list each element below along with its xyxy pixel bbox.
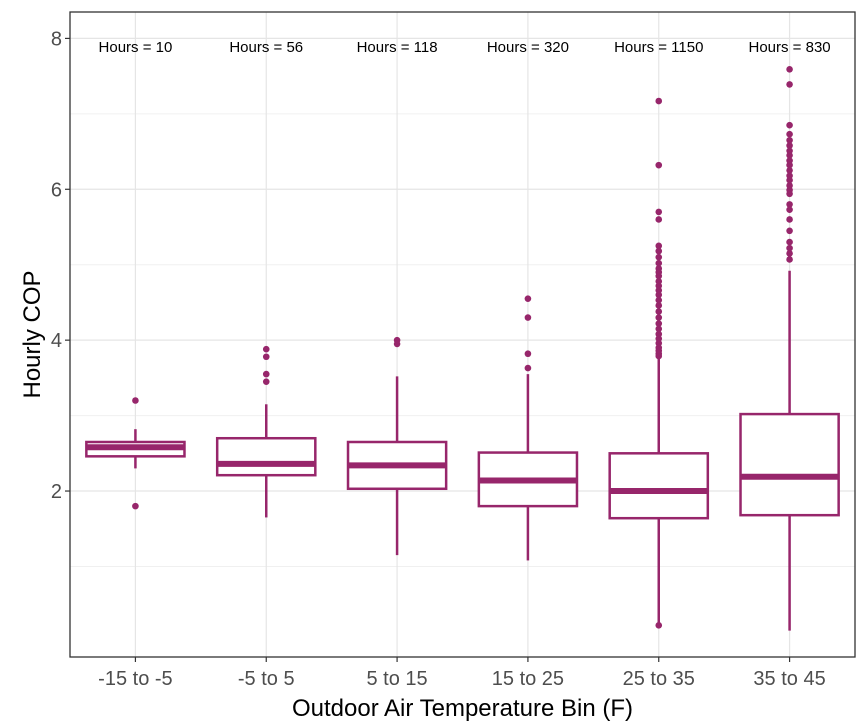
x-tick-label: 25 to 35 [623,668,695,690]
y-axis-title: Hourly COP [19,270,46,398]
grid-lines [70,12,855,657]
outlier-point [786,161,793,169]
outlier-point [655,161,663,169]
outlier-point [786,250,793,257]
outlier-point [655,325,663,333]
y-tick-label: 8 [51,28,62,50]
outlier-point [655,247,663,255]
outlier-point [524,350,532,358]
hours-annotation: Hours = 1150 [614,39,703,56]
box-group [477,295,579,561]
outlier-point [786,121,793,129]
outlier-point [524,314,532,321]
x-tick-label: 5 to 15 [366,668,427,690]
outlier-point [786,238,793,246]
outlier-point [655,320,663,327]
hours-annotation: Hours = 830 [749,39,831,56]
hour-annotations: Hours = 10 Hours = 56 Hours = 118 Hours = 3… [99,39,831,56]
outlier-point [786,172,793,180]
y-tick-label: 4 [51,330,62,352]
outlier-point [786,244,793,252]
outlier-point [655,253,663,261]
outlier-point [655,259,663,267]
outlier-point [262,378,270,385]
outlier-point [786,130,793,138]
y-tick-label: 6 [51,179,62,201]
outlier-point [786,157,793,164]
outlier-point [655,352,663,360]
outlier-point [262,353,270,361]
outlier-point [393,340,401,348]
outlier-point [655,208,663,216]
box-group [608,97,710,629]
outlier-point [786,136,793,144]
outlier-point [262,370,270,378]
hours-annotation: Hours = 10 [99,39,173,56]
axis-ticks: 2 4 6 8 -15 to -5 -5 to 5 5 to 15 15 to 25 25 to… [51,28,826,690]
x-tick-label: 35 to 45 [753,668,825,690]
outlier-point [786,182,793,189]
outlier-point [786,176,793,184]
outlier-point [655,287,663,294]
box-group [739,66,840,631]
outlier-point [655,97,663,105]
x-tick-label: 15 to 25 [492,668,564,690]
hours-annotation: Hours = 320 [487,39,569,56]
outlier-point [655,282,663,290]
outlier-point [524,364,532,372]
outlier-point [655,330,663,338]
outlier-point [786,201,793,208]
box-group [215,345,317,518]
iqr-box [215,436,317,477]
outlier-point [262,345,270,353]
outlier-point [786,206,793,213]
hours-annotation: Hours = 56 [229,39,303,56]
outlier-point [655,296,663,304]
x-tick-label: -5 to 5 [238,668,295,690]
outlier-point [655,302,663,309]
outlier-point [786,256,793,263]
outlier-point [786,66,793,73]
outlier-point [786,147,793,155]
outlier-point [655,622,663,629]
outlier-point [786,190,793,198]
outlier-point [655,242,663,250]
outlier-point [655,339,663,347]
outlier-point [132,502,139,510]
outlier-point [524,295,532,302]
outlier-point [655,278,663,285]
x-tick-label: -15 to -5 [98,668,172,690]
outlier-point [786,152,793,159]
outlier-point [655,308,663,315]
box-group [85,397,186,510]
hours-annotation: Hours = 118 [357,39,438,56]
box-group [346,336,448,556]
plot-panel-border [69,11,856,658]
outlier-point [786,142,793,149]
y-tick-label: 2 [51,481,62,503]
outlier-point [786,227,793,235]
outlier-point [132,397,139,404]
iqr-box [739,412,840,517]
x-axis-title: Outdoor Air Temperature Bin (F) [292,695,633,722]
outlier-point [655,291,663,299]
outlier-point [786,167,793,174]
outlier-point [655,216,663,223]
boxes [85,66,840,631]
outlier-point [655,314,663,321]
outlier-point [786,216,793,223]
outlier-point [655,335,663,342]
outlier-point [655,272,663,280]
outlier-point [786,81,793,88]
iqr-box [608,452,710,520]
